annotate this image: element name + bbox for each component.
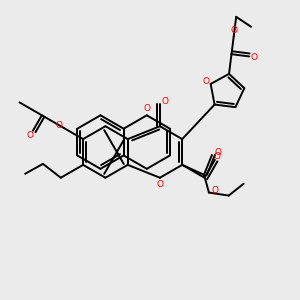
Text: O: O xyxy=(156,180,164,189)
Text: O: O xyxy=(212,186,218,195)
Text: O: O xyxy=(231,26,238,35)
Text: O: O xyxy=(161,97,168,106)
Text: O: O xyxy=(203,77,210,86)
Text: O: O xyxy=(214,148,221,158)
Text: O: O xyxy=(56,121,62,130)
Text: O: O xyxy=(250,52,258,62)
Text: O: O xyxy=(143,104,150,113)
Text: O: O xyxy=(213,152,220,161)
Text: O: O xyxy=(27,130,34,140)
